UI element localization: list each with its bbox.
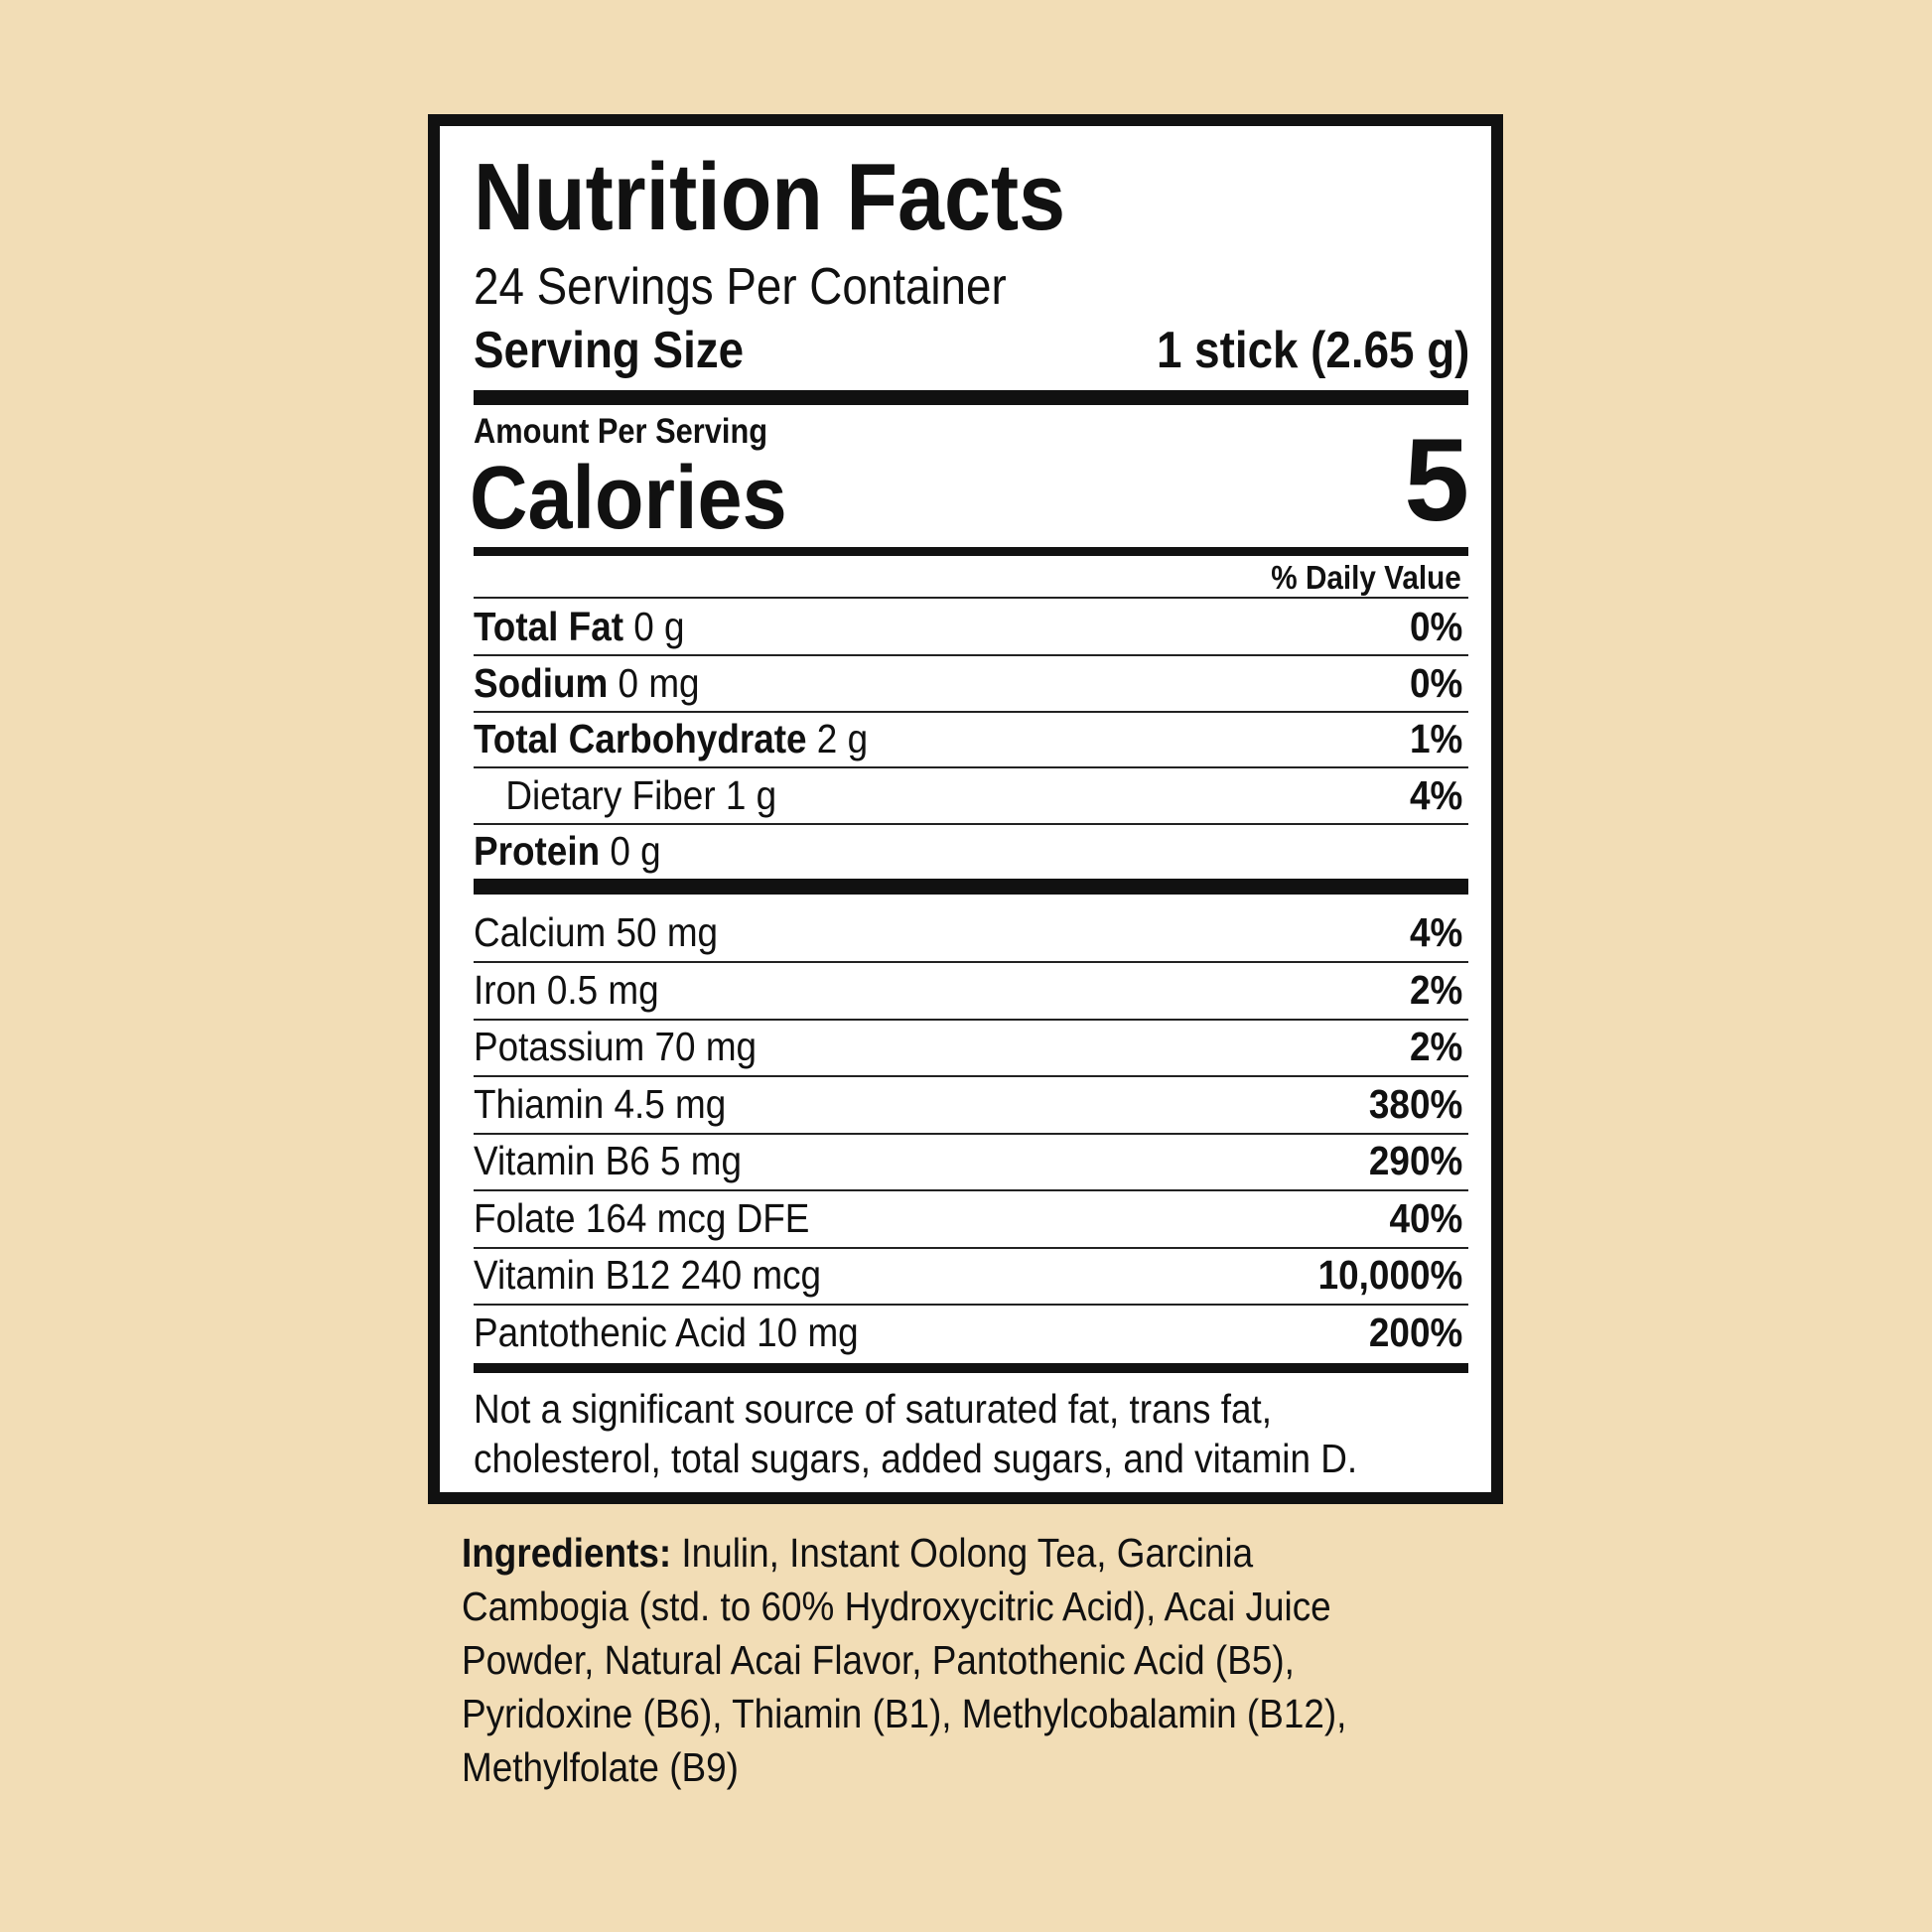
- divider: [474, 822, 1468, 825]
- micronutrient-row: Iron 0.5 mg 2%: [474, 962, 1462, 1019]
- micronutrient-daily-value: 10,000%: [1317, 1252, 1463, 1298]
- nutrient-name: Protein: [474, 828, 601, 874]
- micronutrient-row: Pantothenic Acid 10 mg 200%: [474, 1305, 1462, 1361]
- micronutrient-row: Thiamin 4.5 mg 380%: [474, 1076, 1462, 1133]
- medium-divider: [474, 1363, 1468, 1373]
- micronutrient-text: Calcium 50 mg: [474, 909, 719, 955]
- nutrient-row: Total Fat 0 g 0%: [474, 599, 1462, 655]
- nutrient-row: Sodium 0 mg 0%: [474, 655, 1462, 712]
- serving-size-label: Serving Size: [474, 322, 745, 379]
- nutrient-amount: 2 g: [806, 716, 869, 761]
- micronutrient-text: Iron 0.5 mg: [474, 966, 659, 1013]
- micronutrient-row: Calcium 50 mg 4%: [474, 904, 1462, 961]
- divider: [474, 654, 1468, 656]
- micronutrient-daily-value: 2%: [1409, 1024, 1463, 1069]
- nutrient-row: Dietary Fiber 1 g 4%: [474, 767, 1462, 824]
- divider: [474, 961, 1468, 963]
- divider: [474, 1246, 1468, 1249]
- ingredients-line: Cambogia (std. to 60% Hydroxycitric Acid…: [462, 1584, 1331, 1629]
- micronutrient-daily-value: 2%: [1409, 966, 1463, 1013]
- micronutrient-row: Potassium 70 mg 2%: [474, 1019, 1462, 1075]
- label-title: Nutrition Facts: [474, 144, 1066, 250]
- micronutrient-row: Folate 164 mcg DFE 40%: [474, 1190, 1462, 1247]
- micronutrient-daily-value: 4%: [1409, 909, 1463, 955]
- ingredients-line: Powder, Natural Acai Flavor, Pantothenic…: [462, 1637, 1295, 1683]
- divider: [474, 597, 1468, 599]
- micronutrient-text: Thiamin 4.5 mg: [474, 1080, 727, 1127]
- servings-per-container: 24 Servings Per Container: [474, 258, 1007, 316]
- micronutrient-row: Vitamin B6 5 mg 290%: [474, 1133, 1462, 1189]
- nutrient-amount: 0 g: [600, 828, 661, 874]
- micronutrient-text: Folate 164 mcg DFE: [474, 1194, 810, 1241]
- micronutrient-text: Vitamin B6 5 mg: [474, 1138, 743, 1183]
- divider: [474, 710, 1468, 713]
- nutrition-facts-panel: Nutrition Facts 24 Servings Per Containe…: [428, 114, 1503, 1504]
- nutrient-daily-value: 0%: [1409, 604, 1463, 649]
- micronutrient-daily-value: 290%: [1368, 1138, 1463, 1183]
- ingredients-line: Ingredients: Inulin, Instant Oolong Tea,…: [462, 1530, 1254, 1576]
- footnote-line-2: cholesterol, total sugars, added sugars,…: [474, 1436, 1358, 1481]
- divider: [474, 1075, 1468, 1077]
- divider: [474, 1018, 1468, 1021]
- nutrient-name: Total Fat: [474, 604, 624, 649]
- footnote-line-1: Not a significant source of saturated fa…: [474, 1386, 1273, 1432]
- thick-divider: [474, 879, 1468, 895]
- nutrient-daily-value: 0%: [1409, 659, 1463, 706]
- nutrient-name: Dietary Fiber: [505, 771, 716, 818]
- divider: [474, 1189, 1468, 1191]
- amount-per-serving: Amount Per Serving: [474, 412, 768, 451]
- nutrient-amount: 0 mg: [608, 659, 700, 706]
- nutrient-amount: 0 g: [623, 604, 685, 649]
- divider: [474, 1132, 1468, 1135]
- nutrient-daily-value: 1%: [1409, 716, 1463, 761]
- nutrient-amount: 1 g: [715, 771, 777, 818]
- micronutrient-text: Pantothenic Acid 10 mg: [474, 1309, 859, 1355]
- divider: [474, 766, 1468, 768]
- micronutrient-daily-value: 380%: [1368, 1080, 1463, 1127]
- nutrient-name: Total Carbohydrate: [474, 716, 807, 761]
- ingredients: Ingredients: Inulin, Instant Oolong Tea,…: [462, 1526, 1462, 1794]
- nutrient-row: Total Carbohydrate 2 g 1%: [474, 711, 1462, 767]
- micronutrient-daily-value: 40%: [1389, 1194, 1463, 1241]
- thick-divider: [474, 390, 1468, 405]
- calories-value: 5: [1404, 415, 1469, 546]
- ingredients-line: Pyridoxine (B6), Thiamin (B1), Methylcob…: [462, 1691, 1347, 1736]
- micronutrient-row: Vitamin B12 240 mcg 10,000%: [474, 1247, 1462, 1304]
- nutrient-row: Protein 0 g: [474, 823, 1369, 880]
- ingredients-label: Ingredients:: [462, 1530, 672, 1576]
- ingredients-line: Methylfolate (B9): [462, 1744, 739, 1790]
- serving-size-value: 1 stick (2.65 g): [1156, 322, 1469, 379]
- calories-label: Calories: [470, 449, 787, 548]
- micronutrient-text: Vitamin B12 240 mcg: [474, 1252, 822, 1298]
- daily-value-header: % Daily Value: [1271, 559, 1461, 596]
- micronutrient-text: Potassium 70 mg: [474, 1024, 758, 1069]
- divider: [474, 1304, 1468, 1306]
- nutrient-daily-value: 4%: [1409, 771, 1463, 818]
- medium-divider: [474, 547, 1468, 556]
- micronutrient-daily-value: 200%: [1368, 1309, 1463, 1355]
- nutrient-name: Sodium: [474, 659, 609, 706]
